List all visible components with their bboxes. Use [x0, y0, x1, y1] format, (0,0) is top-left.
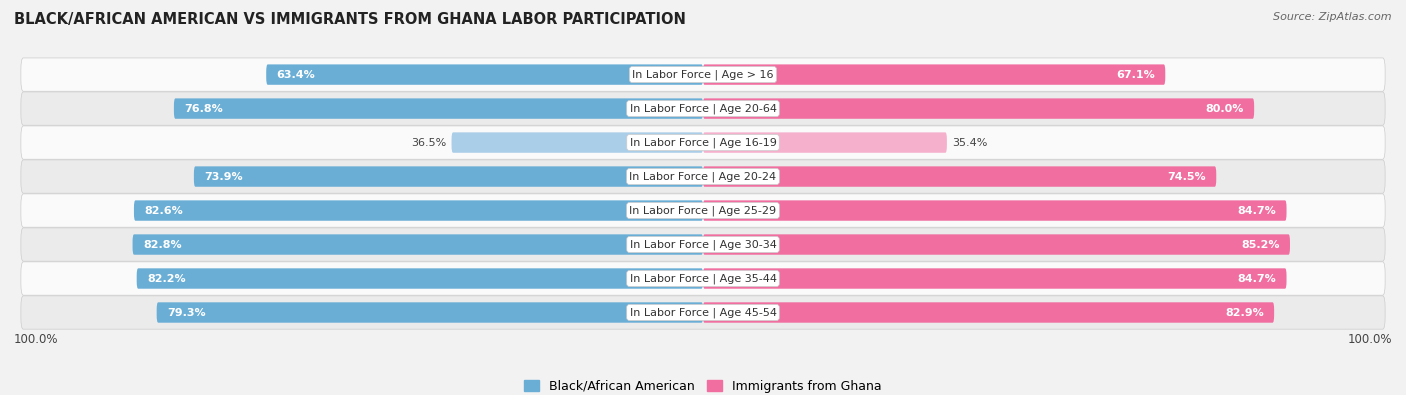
Text: 82.2%: 82.2%	[148, 273, 186, 284]
Text: 82.6%: 82.6%	[145, 205, 183, 216]
FancyBboxPatch shape	[703, 302, 1274, 323]
Text: In Labor Force | Age > 16: In Labor Force | Age > 16	[633, 70, 773, 80]
Text: 100.0%: 100.0%	[1347, 333, 1392, 346]
FancyBboxPatch shape	[703, 166, 1216, 187]
Text: In Labor Force | Age 45-54: In Labor Force | Age 45-54	[630, 307, 776, 318]
Text: 79.3%: 79.3%	[167, 308, 205, 318]
Text: 84.7%: 84.7%	[1237, 205, 1277, 216]
Text: 73.9%: 73.9%	[204, 171, 243, 182]
FancyBboxPatch shape	[703, 234, 1289, 255]
Text: 67.1%: 67.1%	[1116, 70, 1154, 79]
FancyBboxPatch shape	[21, 126, 1385, 159]
Text: 35.4%: 35.4%	[952, 137, 988, 148]
Text: 82.9%: 82.9%	[1225, 308, 1264, 318]
FancyBboxPatch shape	[174, 98, 703, 119]
Text: 85.2%: 85.2%	[1241, 239, 1279, 250]
Text: 74.5%: 74.5%	[1167, 171, 1206, 182]
FancyBboxPatch shape	[451, 132, 703, 153]
FancyBboxPatch shape	[703, 268, 1286, 289]
FancyBboxPatch shape	[134, 200, 703, 221]
FancyBboxPatch shape	[132, 234, 703, 255]
FancyBboxPatch shape	[21, 228, 1385, 261]
Text: 36.5%: 36.5%	[411, 137, 446, 148]
Text: 76.8%: 76.8%	[184, 103, 224, 114]
FancyBboxPatch shape	[703, 64, 1166, 85]
Text: In Labor Force | Age 35-44: In Labor Force | Age 35-44	[630, 273, 776, 284]
FancyBboxPatch shape	[21, 92, 1385, 125]
Text: In Labor Force | Age 25-29: In Labor Force | Age 25-29	[630, 205, 776, 216]
Text: 80.0%: 80.0%	[1205, 103, 1244, 114]
FancyBboxPatch shape	[21, 262, 1385, 295]
Text: 84.7%: 84.7%	[1237, 273, 1277, 284]
FancyBboxPatch shape	[703, 132, 946, 153]
FancyBboxPatch shape	[21, 160, 1385, 193]
Text: In Labor Force | Age 20-24: In Labor Force | Age 20-24	[630, 171, 776, 182]
FancyBboxPatch shape	[21, 296, 1385, 329]
Text: In Labor Force | Age 16-19: In Labor Force | Age 16-19	[630, 137, 776, 148]
Text: In Labor Force | Age 20-64: In Labor Force | Age 20-64	[630, 103, 776, 114]
FancyBboxPatch shape	[21, 58, 1385, 91]
Text: BLACK/AFRICAN AMERICAN VS IMMIGRANTS FROM GHANA LABOR PARTICIPATION: BLACK/AFRICAN AMERICAN VS IMMIGRANTS FRO…	[14, 12, 686, 27]
Text: Source: ZipAtlas.com: Source: ZipAtlas.com	[1274, 12, 1392, 22]
Legend: Black/African American, Immigrants from Ghana: Black/African American, Immigrants from …	[519, 375, 887, 395]
FancyBboxPatch shape	[21, 194, 1385, 227]
FancyBboxPatch shape	[703, 200, 1286, 221]
Text: 82.8%: 82.8%	[143, 239, 181, 250]
Text: 63.4%: 63.4%	[277, 70, 315, 79]
FancyBboxPatch shape	[266, 64, 703, 85]
Text: In Labor Force | Age 30-34: In Labor Force | Age 30-34	[630, 239, 776, 250]
FancyBboxPatch shape	[703, 98, 1254, 119]
Text: 100.0%: 100.0%	[14, 333, 59, 346]
FancyBboxPatch shape	[136, 268, 703, 289]
FancyBboxPatch shape	[194, 166, 703, 187]
FancyBboxPatch shape	[156, 302, 703, 323]
